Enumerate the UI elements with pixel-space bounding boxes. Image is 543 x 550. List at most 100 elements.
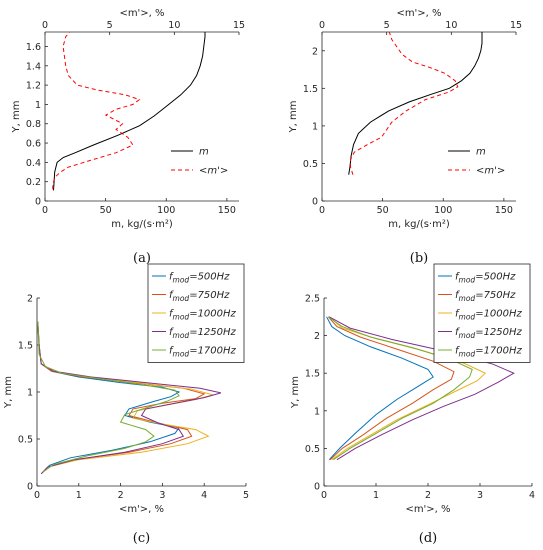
legend-sub: mod [459, 331, 476, 340]
legend-value: =1000Hz [475, 309, 522, 320]
legend-f: f [169, 272, 174, 283]
x-tick-label: 0 [34, 490, 40, 501]
y-tick-label: 2 [314, 331, 320, 342]
y-axis-label: Y, mm [288, 101, 299, 134]
chart-panel-b: 0 50 100 150 0 5 10 15 <m'>, % 0 0.5 1 1.5 2 m, kg/(s·… [288, 8, 522, 266]
legend-f: f [169, 290, 174, 301]
legend-f: f [455, 272, 460, 283]
x-tick-label: 0 [321, 490, 327, 501]
x-tick-label: 0 [42, 205, 48, 216]
series-line-4 [37, 321, 180, 473]
legend-value: =1000Hz [189, 309, 236, 320]
y-tick-label: 1 [27, 388, 33, 399]
x2-tick-label: 0 [319, 20, 325, 31]
legend-sub: mod [173, 331, 190, 340]
x-tick-label: 150 [218, 205, 236, 216]
x-tick-label: 50 [100, 205, 112, 216]
x-tick-label: 100 [157, 205, 175, 216]
legend-value: =750Hz [189, 290, 230, 301]
x-tick-label: 3 [159, 490, 165, 501]
series-line-1 [350, 31, 459, 175]
legend-label-3: fmod=1250Hz [455, 327, 523, 340]
legend-label-4: fmod=1700Hz [455, 346, 523, 359]
legend-f: f [455, 346, 460, 357]
y-tick-label: 0 [312, 197, 318, 208]
x-tick-label: 5 [243, 490, 249, 501]
legend-value: =1700Hz [475, 346, 522, 357]
series-line-1 [52, 31, 141, 190]
legend-f: f [169, 309, 174, 320]
x-tick-label: 4 [201, 490, 207, 501]
y-tick-label: 2 [27, 294, 33, 305]
x-axis-label: <m'>, % [119, 504, 164, 515]
legend-value: =1250Hz [475, 327, 522, 338]
y-tick-label: 1.6 [26, 42, 41, 53]
legend-sub: mod [173, 276, 190, 285]
y-tick-label: 0 [35, 197, 41, 208]
x-tick-label: 2 [118, 490, 124, 501]
x-axis-label: m, kg/(s·m²) [111, 219, 173, 230]
y-axis-label: Y, mm [3, 376, 14, 409]
series-line-3 [328, 316, 515, 461]
x2-tick-label: 10 [445, 20, 457, 31]
y-tick-label: 0.4 [26, 158, 41, 169]
chart-panel-c: 0 1 2 3 4 500.511.52<m'>, %Y, mmfmod=500Hzfmo… [3, 263, 249, 546]
legend-f: f [169, 327, 174, 338]
legend-label-2: fmod=1000Hz [455, 309, 523, 322]
x2-tick-label: 10 [168, 20, 180, 31]
y-tick-label: 0 [27, 482, 33, 493]
x-axis-label: <m'>, % [405, 504, 450, 515]
x-tick-label: 2 [425, 490, 431, 501]
x-axis-label: m, kg/(s·m²) [388, 219, 450, 230]
x-tick-label: 3 [477, 490, 483, 501]
y-tick-label: 1 [314, 406, 320, 417]
legend-label-3: fmod=1250Hz [169, 327, 237, 340]
x-tick-label: 150 [495, 205, 513, 216]
x2-tick-label: 5 [107, 20, 113, 31]
legend-sub: mod [173, 350, 190, 359]
y-tick-label: 0.5 [305, 444, 320, 455]
series-line-0 [326, 316, 434, 461]
legend-sub: mod [173, 313, 190, 322]
y-tick-label: 1 [312, 121, 318, 132]
legend-label-0: m [476, 147, 486, 158]
legend-value: =500Hz [475, 272, 516, 283]
legend-label-1: <m'> [199, 166, 228, 177]
y-tick-label: 1.5 [305, 369, 320, 380]
legend-sub: mod [459, 294, 476, 303]
series-line-1 [327, 316, 455, 461]
legend-label-4: fmod=1700Hz [169, 346, 237, 359]
x2-tick-label: 5 [384, 20, 390, 31]
y-tick-label: 0.5 [18, 435, 33, 446]
panel-label: (d) [419, 531, 437, 546]
y-axis-label: Y, mm [11, 101, 22, 134]
legend-sub: mod [459, 276, 476, 285]
x2-tick-label: 15 [233, 20, 245, 31]
x-tick-label: 4 [529, 490, 535, 501]
y-tick-label: 1.5 [303, 84, 318, 95]
legend-value: =1700Hz [189, 346, 236, 357]
x-tick-label: 1 [76, 490, 82, 501]
legend-value: =1250Hz [189, 327, 236, 338]
panel-label: (c) [133, 531, 150, 546]
y-tick-label: 0.8 [26, 119, 41, 130]
legend-label-0: fmod=500Hz [455, 272, 516, 285]
y-tick-label: 0.5 [303, 159, 318, 170]
legend-f: f [455, 290, 460, 301]
y-tick-label: 0.6 [26, 139, 41, 150]
legend-value: =750Hz [475, 290, 516, 301]
x2-tick-label: 15 [510, 20, 522, 31]
legend-value: =500Hz [189, 272, 230, 283]
y-tick-label: 0 [314, 482, 320, 493]
x-tick-label: 100 [434, 205, 452, 216]
legend-f: f [455, 309, 460, 320]
legend-label-1: fmod=750Hz [455, 290, 516, 303]
chart-panel-d: 0 1 2 3 400.511.522.5<m'>, %Y, mmfmod=500Hzf… [290, 263, 535, 546]
series-line-4 [327, 316, 473, 461]
legend-f: f [169, 346, 174, 357]
legend-sub: mod [459, 350, 476, 359]
legend-sub: mod [173, 294, 190, 303]
chart-panel-a: 0 50 100 150 0 5 10 15 <m'>, % 0 0.2 0.4 0.6 0.8 1 1.2 1… [11, 8, 245, 266]
legend-label-0: m [199, 147, 209, 158]
